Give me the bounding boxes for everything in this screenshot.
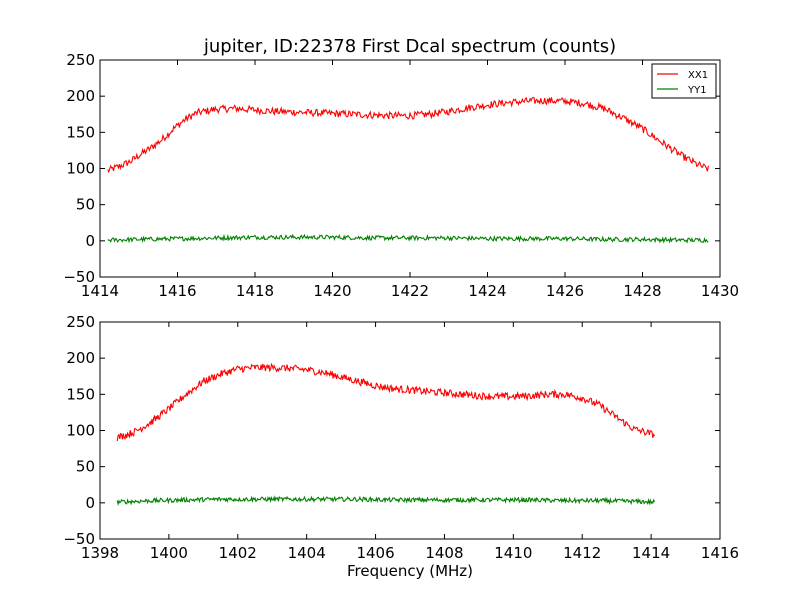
legend-box — [651, 63, 717, 99]
y-tick-label: 100 — [66, 160, 95, 178]
x-tick-label: 1400 — [150, 544, 188, 562]
series-line-yy1-panel-2 — [116, 495, 656, 506]
x-tick-label: 1424 — [468, 282, 506, 300]
x-tick-label: 1418 — [236, 282, 274, 300]
y-tick-label: −50 — [63, 530, 95, 548]
legend-label-xx1: XX1 — [688, 70, 708, 81]
x-tick-label: 1406 — [356, 544, 394, 562]
x-tick-label: 1410 — [494, 544, 532, 562]
x-tick-label: 1416 — [701, 544, 739, 562]
bottom-panel: 1398 1400 1402 1404 1406 1408 1410 1412 1414 1416… — [63, 313, 739, 562]
legend-label-yy1: YY1 — [687, 85, 707, 96]
x-tick-label: 1412 — [563, 544, 601, 562]
y-tick-label: 100 — [66, 422, 95, 440]
y-tick-label: 150 — [66, 123, 95, 141]
y-tick-label: 250 — [66, 313, 95, 331]
x-tick-label: 1416 — [158, 282, 196, 300]
y-tick-label: 50 — [76, 458, 95, 476]
x-tick-label: 1402 — [219, 544, 257, 562]
series-line-yy1-panel-1 — [107, 233, 709, 244]
y-tick-label: 250 — [66, 51, 95, 69]
y-tick-label: 200 — [66, 87, 95, 105]
x-tick-label: 1414 — [632, 544, 670, 562]
x-tick-label: 1430 — [701, 282, 739, 300]
top-panel: 1414 1416 1418 1420 1422 1424 1426 1428 1430 −50 0… — [63, 51, 739, 300]
y-tick-label: 150 — [66, 385, 95, 403]
y-tick-label: −50 — [63, 268, 95, 286]
x-tick-label: 1398 — [81, 544, 119, 562]
x-tick-label: 1404 — [288, 544, 326, 562]
y-tick-label: 0 — [85, 232, 95, 250]
x-tick-label: 1428 — [623, 282, 661, 300]
x-tick-label: 1422 — [391, 282, 429, 300]
series-line-xx1-panel-1 — [107, 96, 709, 174]
y-tick-label: 0 — [85, 494, 95, 512]
x-tick-label: 1426 — [546, 282, 584, 300]
series-line-xx1-panel-2 — [116, 362, 656, 442]
y-tick-label: 50 — [76, 196, 95, 214]
x-tick-label: 1408 — [425, 544, 463, 562]
x-tick-label: 1414 — [81, 282, 119, 300]
y-tick-label: 200 — [66, 349, 95, 367]
chart-title: jupiter, ID:22378 First Dcal spectrum (c… — [203, 36, 616, 57]
x-tick-label: 1420 — [313, 282, 351, 300]
x-axis-label: Frequency (MHz) — [347, 562, 473, 580]
